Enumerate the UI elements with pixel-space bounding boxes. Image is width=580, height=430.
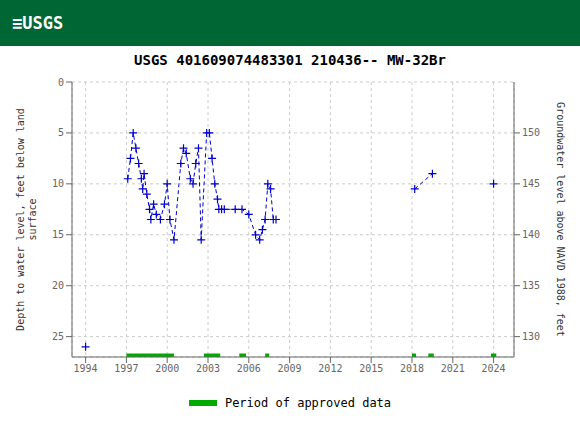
html-text:Period of approved data: Period of approved data xyxy=(224,396,392,410)
svg-text:20: 20 xyxy=(52,280,64,291)
svg-text:150: 150 xyxy=(522,127,540,138)
svg-text:130: 130 xyxy=(522,331,540,342)
svg-text:Groundwater level above NAVD 1: Groundwater level above NAVD 1988, feet xyxy=(555,102,566,337)
html-text:≡USGS: ≡USGS xyxy=(12,13,64,33)
svg-text:1997: 1997 xyxy=(114,363,138,374)
svg-text:2006: 2006 xyxy=(237,363,261,374)
html-text:USGS 401609074483301 210436--: USGS 401609074483301 210436-- MW-32Br xyxy=(134,52,446,68)
svg-text:2000: 2000 xyxy=(155,363,179,374)
svg-text:1994: 1994 xyxy=(74,363,98,374)
svg-text:145: 145 xyxy=(522,178,540,189)
svg-text:2018: 2018 xyxy=(400,363,424,374)
svg-text:135: 135 xyxy=(522,280,540,291)
svg-text:Depth to water level, feet bel: Depth to water level, feet below land xyxy=(15,108,26,331)
svg-text:2021: 2021 xyxy=(441,363,465,374)
svg-text:25: 25 xyxy=(52,331,64,342)
svg-text:0: 0 xyxy=(58,77,64,88)
svg-text:10: 10 xyxy=(52,178,64,189)
svg-text:5: 5 xyxy=(58,127,64,138)
svg-text:2003: 2003 xyxy=(196,363,220,374)
svg-text:2015: 2015 xyxy=(359,363,383,374)
svg-text:2009: 2009 xyxy=(278,363,302,374)
svg-text:2024: 2024 xyxy=(482,363,506,374)
svg-text:15: 15 xyxy=(52,229,64,240)
svg-text:2012: 2012 xyxy=(318,363,342,374)
svg-text:140: 140 xyxy=(522,229,540,240)
svg-text:surface: surface xyxy=(27,198,38,240)
